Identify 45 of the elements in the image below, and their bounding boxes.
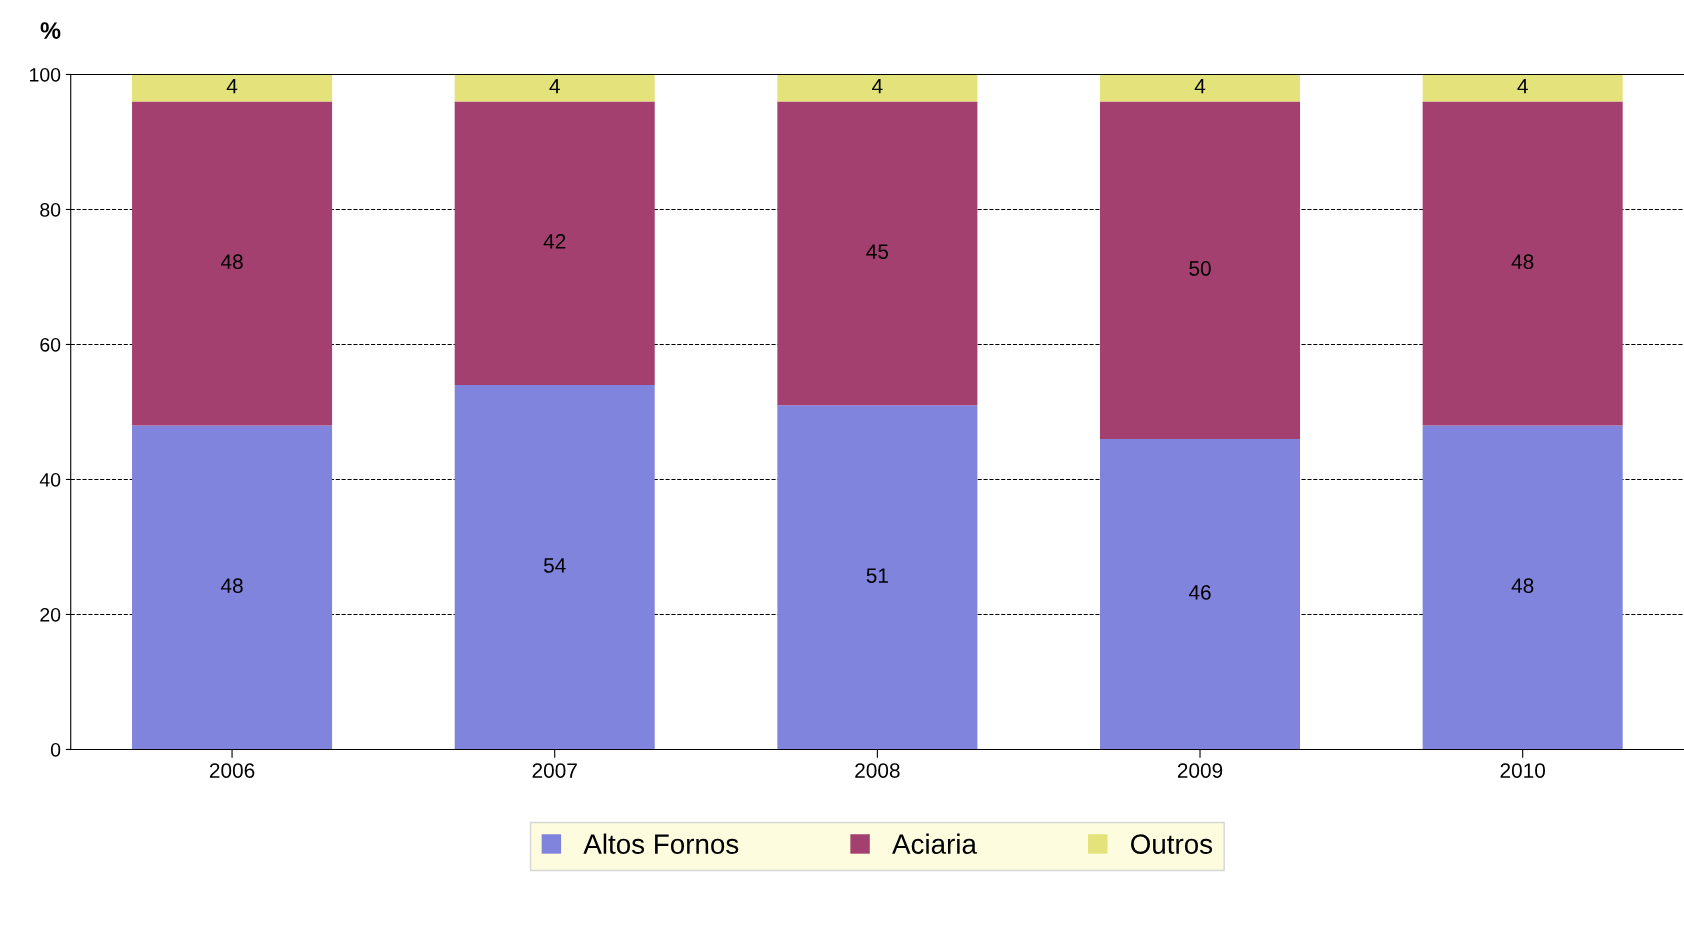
data-label: 51: [866, 568, 888, 583]
bar: [1422, 101, 1623, 426]
y-axis-title: %: [40, 22, 61, 39]
y-tick-label: 100: [30, 67, 61, 82]
legend-label: Aciaria: [892, 833, 977, 854]
bar: [777, 74, 978, 102]
y-tick-label: 0: [50, 742, 61, 757]
bar: [1100, 74, 1301, 102]
x-tick-label: 2008: [855, 763, 900, 778]
bar: [132, 74, 333, 102]
x-tick-label: 2007: [532, 763, 577, 778]
data-label: 46: [1188, 585, 1211, 600]
data-label: 45: [866, 244, 889, 259]
bar: [1422, 74, 1623, 102]
data-label: 4: [872, 79, 883, 94]
x-tick-label: 2006: [209, 763, 255, 778]
data-label: 54: [543, 558, 566, 573]
data-label: 4: [1517, 79, 1528, 94]
bar: [777, 101, 978, 406]
x-tick-label: 2010: [1500, 763, 1546, 778]
bar: [1100, 101, 1301, 439]
data-label: 48: [1511, 254, 1534, 270]
bar: [454, 74, 655, 102]
data-label: 48: [220, 254, 243, 270]
bar: [132, 101, 333, 426]
data-label: 50: [1189, 261, 1211, 276]
legend-label: Outros: [1131, 834, 1213, 854]
y-tick-label: 20: [40, 607, 61, 622]
bar: [132, 425, 333, 750]
data-label: 4: [549, 79, 560, 94]
bar: [454, 101, 655, 385]
data-label: 4: [226, 79, 238, 94]
y-tick-label: 80: [40, 202, 61, 217]
x-tick-label: 2009: [1177, 763, 1223, 778]
bar: [1100, 438, 1301, 750]
y-tick-label: 60: [40, 337, 61, 352]
legend-label: Altos Fornos: [583, 833, 739, 854]
data-label: 4: [1194, 79, 1206, 94]
data-label: 42: [543, 234, 566, 249]
data-label: 48: [1511, 578, 1534, 594]
y-tick-label: 40: [39, 472, 61, 487]
bar: [454, 384, 655, 750]
bar: [777, 405, 978, 750]
data-label: 48: [220, 578, 243, 594]
bar: [1422, 425, 1623, 750]
